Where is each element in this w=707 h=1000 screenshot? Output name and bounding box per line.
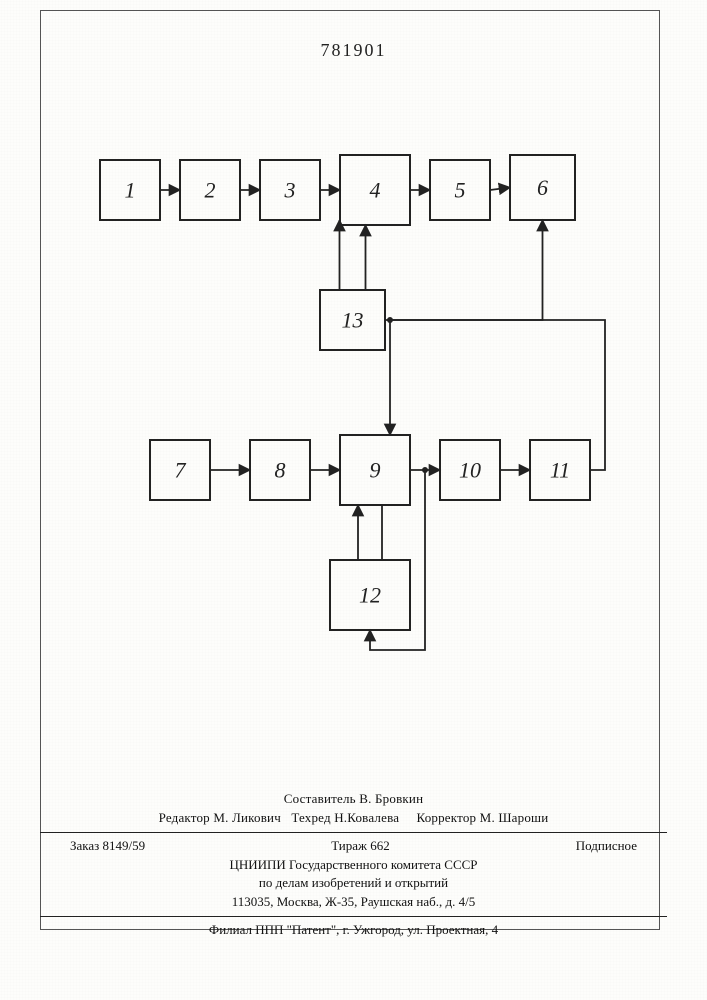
page: 781901 12345613789101112 Составитель В. …	[0, 0, 707, 1000]
block-label-1: 1	[125, 178, 136, 203]
block-diagram: 12345613789101112	[80, 140, 640, 700]
block-label-5: 5	[455, 178, 466, 203]
block-label-6: 6	[537, 175, 548, 200]
address: 113035, Москва, Ж-35, Раушская наб., д. …	[40, 893, 667, 912]
branch: Филиал ППП "Патент", г. Ужгород, ул. Про…	[40, 921, 667, 940]
divider	[40, 916, 667, 917]
order: Заказ 8149/59	[70, 837, 145, 856]
block-label-4: 4	[370, 178, 381, 203]
org-line-1: ЦНИИПИ Государственного комитета СССР	[40, 856, 667, 875]
divider	[40, 832, 667, 833]
block-label-10: 10	[459, 458, 481, 483]
block-label-2: 2	[205, 178, 216, 203]
techred: Техред Н.Ковалева	[291, 810, 399, 825]
podpisnoe: Подписное	[576, 837, 637, 856]
org-line-2: по делам изобретений и открытий	[40, 874, 667, 893]
credits-row: Редактор М. Ликович Техред Н.Ковалева Ко…	[40, 809, 667, 828]
block-label-3: 3	[284, 178, 296, 203]
edge	[385, 220, 543, 320]
block-label-12: 12	[359, 583, 381, 608]
block-label-8: 8	[275, 458, 286, 483]
block-label-13: 13	[342, 308, 364, 333]
block-label-7: 7	[175, 458, 187, 483]
editor: Редактор М. Ликович	[159, 810, 281, 825]
edge	[490, 188, 510, 191]
block-label-11: 11	[550, 458, 570, 483]
block-label-9: 9	[370, 458, 381, 483]
compiler-line: Составитель В. Бровкин	[40, 790, 667, 809]
footer: Составитель В. Бровкин Редактор М. Ликов…	[40, 790, 667, 940]
diagram-svg: 12345613789101112	[80, 140, 640, 700]
corrector: Корректор М. Шароши	[416, 810, 548, 825]
tirazh: Тираж 662	[331, 837, 390, 856]
document-number: 781901	[0, 40, 707, 61]
order-row: Заказ 8149/59 Тираж 662 Подписное	[40, 837, 667, 856]
